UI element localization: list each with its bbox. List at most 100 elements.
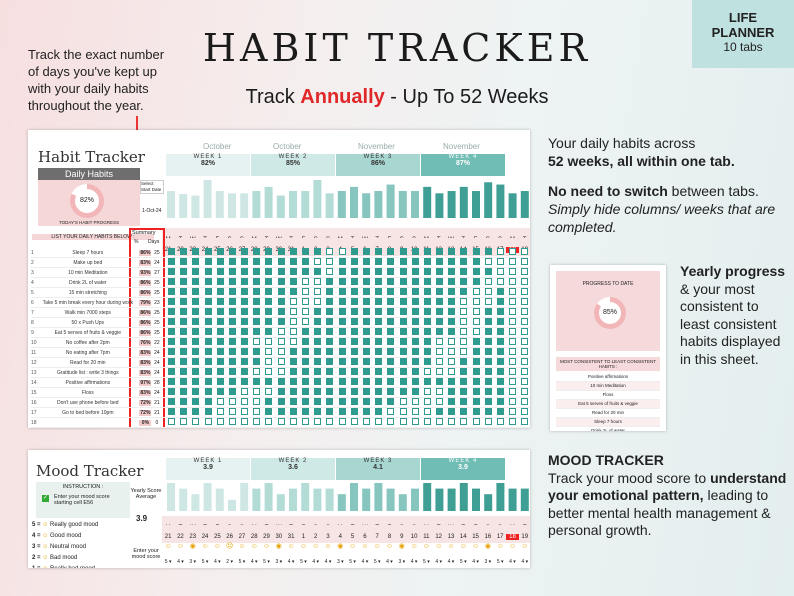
habit-checkbox[interactable]: [253, 368, 261, 375]
habit-checkbox[interactable]: [228, 368, 236, 375]
habit-checkbox[interactable]: [436, 388, 444, 395]
habit-checkbox[interactable]: [326, 338, 334, 345]
habit-checkbox[interactable]: [167, 288, 175, 295]
mood-score-select[interactable]: 3 ▾: [275, 559, 283, 565]
habit-checkbox[interactable]: [180, 248, 188, 255]
habit-checkbox[interactable]: [472, 328, 480, 335]
habit-name[interactable]: Floss: [81, 389, 94, 396]
habit-checkbox[interactable]: [204, 398, 212, 405]
habit-checkbox[interactable]: [277, 338, 285, 345]
mood-score-select[interactable]: 5 ▾: [373, 559, 381, 565]
habit-checkbox[interactable]: [302, 278, 310, 285]
habit-checkbox[interactable]: [411, 298, 419, 305]
habit-checkbox[interactable]: [423, 348, 431, 355]
habit-checkbox[interactable]: [362, 408, 370, 415]
habit-checkbox[interactable]: [387, 338, 395, 345]
mood-score-select[interactable]: 5 ▾: [238, 559, 246, 565]
habit-checkbox[interactable]: [484, 318, 492, 325]
habit-checkbox[interactable]: [436, 348, 444, 355]
habit-checkbox[interactable]: [314, 348, 322, 355]
habit-checkbox[interactable]: [277, 308, 285, 315]
habit-checkbox[interactable]: [289, 358, 297, 365]
mood-score-select[interactable]: 4 ▾: [177, 559, 184, 565]
mood-score-select[interactable]: 4 ▾: [213, 559, 221, 565]
habit-checkbox[interactable]: [241, 388, 249, 395]
habit-checkbox[interactable]: [326, 308, 334, 315]
mood-score-select[interactable]: 5 ▾: [263, 559, 270, 565]
habit-name[interactable]: Read for 20 min: [70, 359, 106, 366]
habit-checkbox[interactable]: [265, 258, 273, 265]
habit-checkbox[interactable]: [411, 278, 419, 285]
habit-checkbox[interactable]: [167, 388, 175, 395]
habit-checkbox[interactable]: [228, 378, 236, 385]
habit-checkbox[interactable]: [253, 298, 261, 305]
habit-checkbox[interactable]: [399, 348, 407, 355]
habit-checkbox[interactable]: [338, 348, 346, 355]
habit-checkbox[interactable]: [277, 278, 285, 285]
habit-checkbox[interactable]: [241, 338, 249, 345]
habit-checkbox[interactable]: [521, 258, 529, 265]
habit-checkbox[interactable]: [167, 298, 175, 305]
habit-checkbox[interactable]: [338, 398, 346, 405]
mood-score-select[interactable]: 5 ▾: [201, 559, 209, 565]
habit-checkbox[interactable]: [399, 248, 407, 255]
habit-checkbox[interactable]: [387, 368, 395, 375]
habit-checkbox[interactable]: [302, 268, 310, 275]
habit-checkbox[interactable]: [216, 308, 224, 315]
habit-checkbox[interactable]: [326, 248, 334, 255]
habit-checkbox[interactable]: [265, 378, 273, 385]
habit-checkbox[interactable]: [509, 348, 517, 355]
habit-checkbox[interactable]: [375, 258, 383, 265]
habit-checkbox[interactable]: [387, 388, 395, 395]
habit-checkbox[interactable]: [192, 388, 200, 395]
habit-checkbox[interactable]: [509, 318, 517, 325]
habit-checkbox[interactable]: [289, 298, 297, 305]
habit-checkbox[interactable]: [448, 338, 456, 345]
habit-checkbox[interactable]: [375, 248, 383, 255]
habit-checkbox[interactable]: [241, 258, 249, 265]
mood-score-select[interactable]: 3 ▾: [484, 559, 492, 565]
mood-score-select[interactable]: 4 ▾: [435, 559, 443, 565]
habit-checkbox[interactable]: [460, 278, 468, 285]
habit-checkbox[interactable]: [265, 348, 273, 355]
habit-checkbox[interactable]: [228, 278, 236, 285]
habit-checkbox[interactable]: [302, 378, 310, 385]
habit-checkbox[interactable]: [436, 378, 444, 385]
habit-checkbox[interactable]: [326, 268, 334, 275]
habit-checkbox[interactable]: [253, 288, 261, 295]
habit-checkbox[interactable]: [289, 268, 297, 275]
habit-checkbox[interactable]: [302, 358, 310, 365]
habit-checkbox[interactable]: [265, 268, 273, 275]
habit-checkbox[interactable]: [228, 308, 236, 315]
habit-checkbox[interactable]: [326, 348, 334, 355]
habit-checkbox[interactable]: [350, 398, 358, 405]
habit-checkbox[interactable]: [277, 388, 285, 395]
habit-checkbox[interactable]: [167, 308, 175, 315]
habit-checkbox[interactable]: [326, 278, 334, 285]
habit-checkbox[interactable]: [423, 338, 431, 345]
habit-checkbox[interactable]: [216, 288, 224, 295]
habit-checkbox[interactable]: [180, 418, 188, 425]
habit-name[interactable]: 50 x Push Ups: [71, 319, 105, 326]
habit-checkbox[interactable]: [350, 328, 358, 335]
habit-checkbox[interactable]: [497, 298, 505, 305]
habit-checkbox[interactable]: [399, 408, 407, 415]
start-date-field[interactable]: 1-Oct-24: [142, 208, 162, 214]
habit-checkbox[interactable]: [436, 328, 444, 335]
habit-checkbox[interactable]: [448, 398, 456, 405]
habit-checkbox[interactable]: [216, 408, 224, 415]
habit-checkbox[interactable]: [253, 378, 261, 385]
habit-name[interactable]: Walk min 7000 steps: [64, 309, 111, 316]
habit-checkbox[interactable]: [436, 418, 444, 425]
habit-checkbox[interactable]: [180, 268, 188, 275]
habit-checkbox[interactable]: [350, 418, 358, 425]
habit-checkbox[interactable]: [277, 358, 285, 365]
habit-checkbox[interactable]: [204, 368, 212, 375]
habit-checkbox[interactable]: [362, 348, 370, 355]
habit-checkbox[interactable]: [472, 348, 480, 355]
habit-checkbox[interactable]: [484, 298, 492, 305]
habit-checkbox[interactable]: [302, 318, 310, 325]
habit-checkbox[interactable]: [241, 308, 249, 315]
habit-name[interactable]: Make up bed: [73, 259, 103, 266]
habit-checkbox[interactable]: [460, 258, 468, 265]
